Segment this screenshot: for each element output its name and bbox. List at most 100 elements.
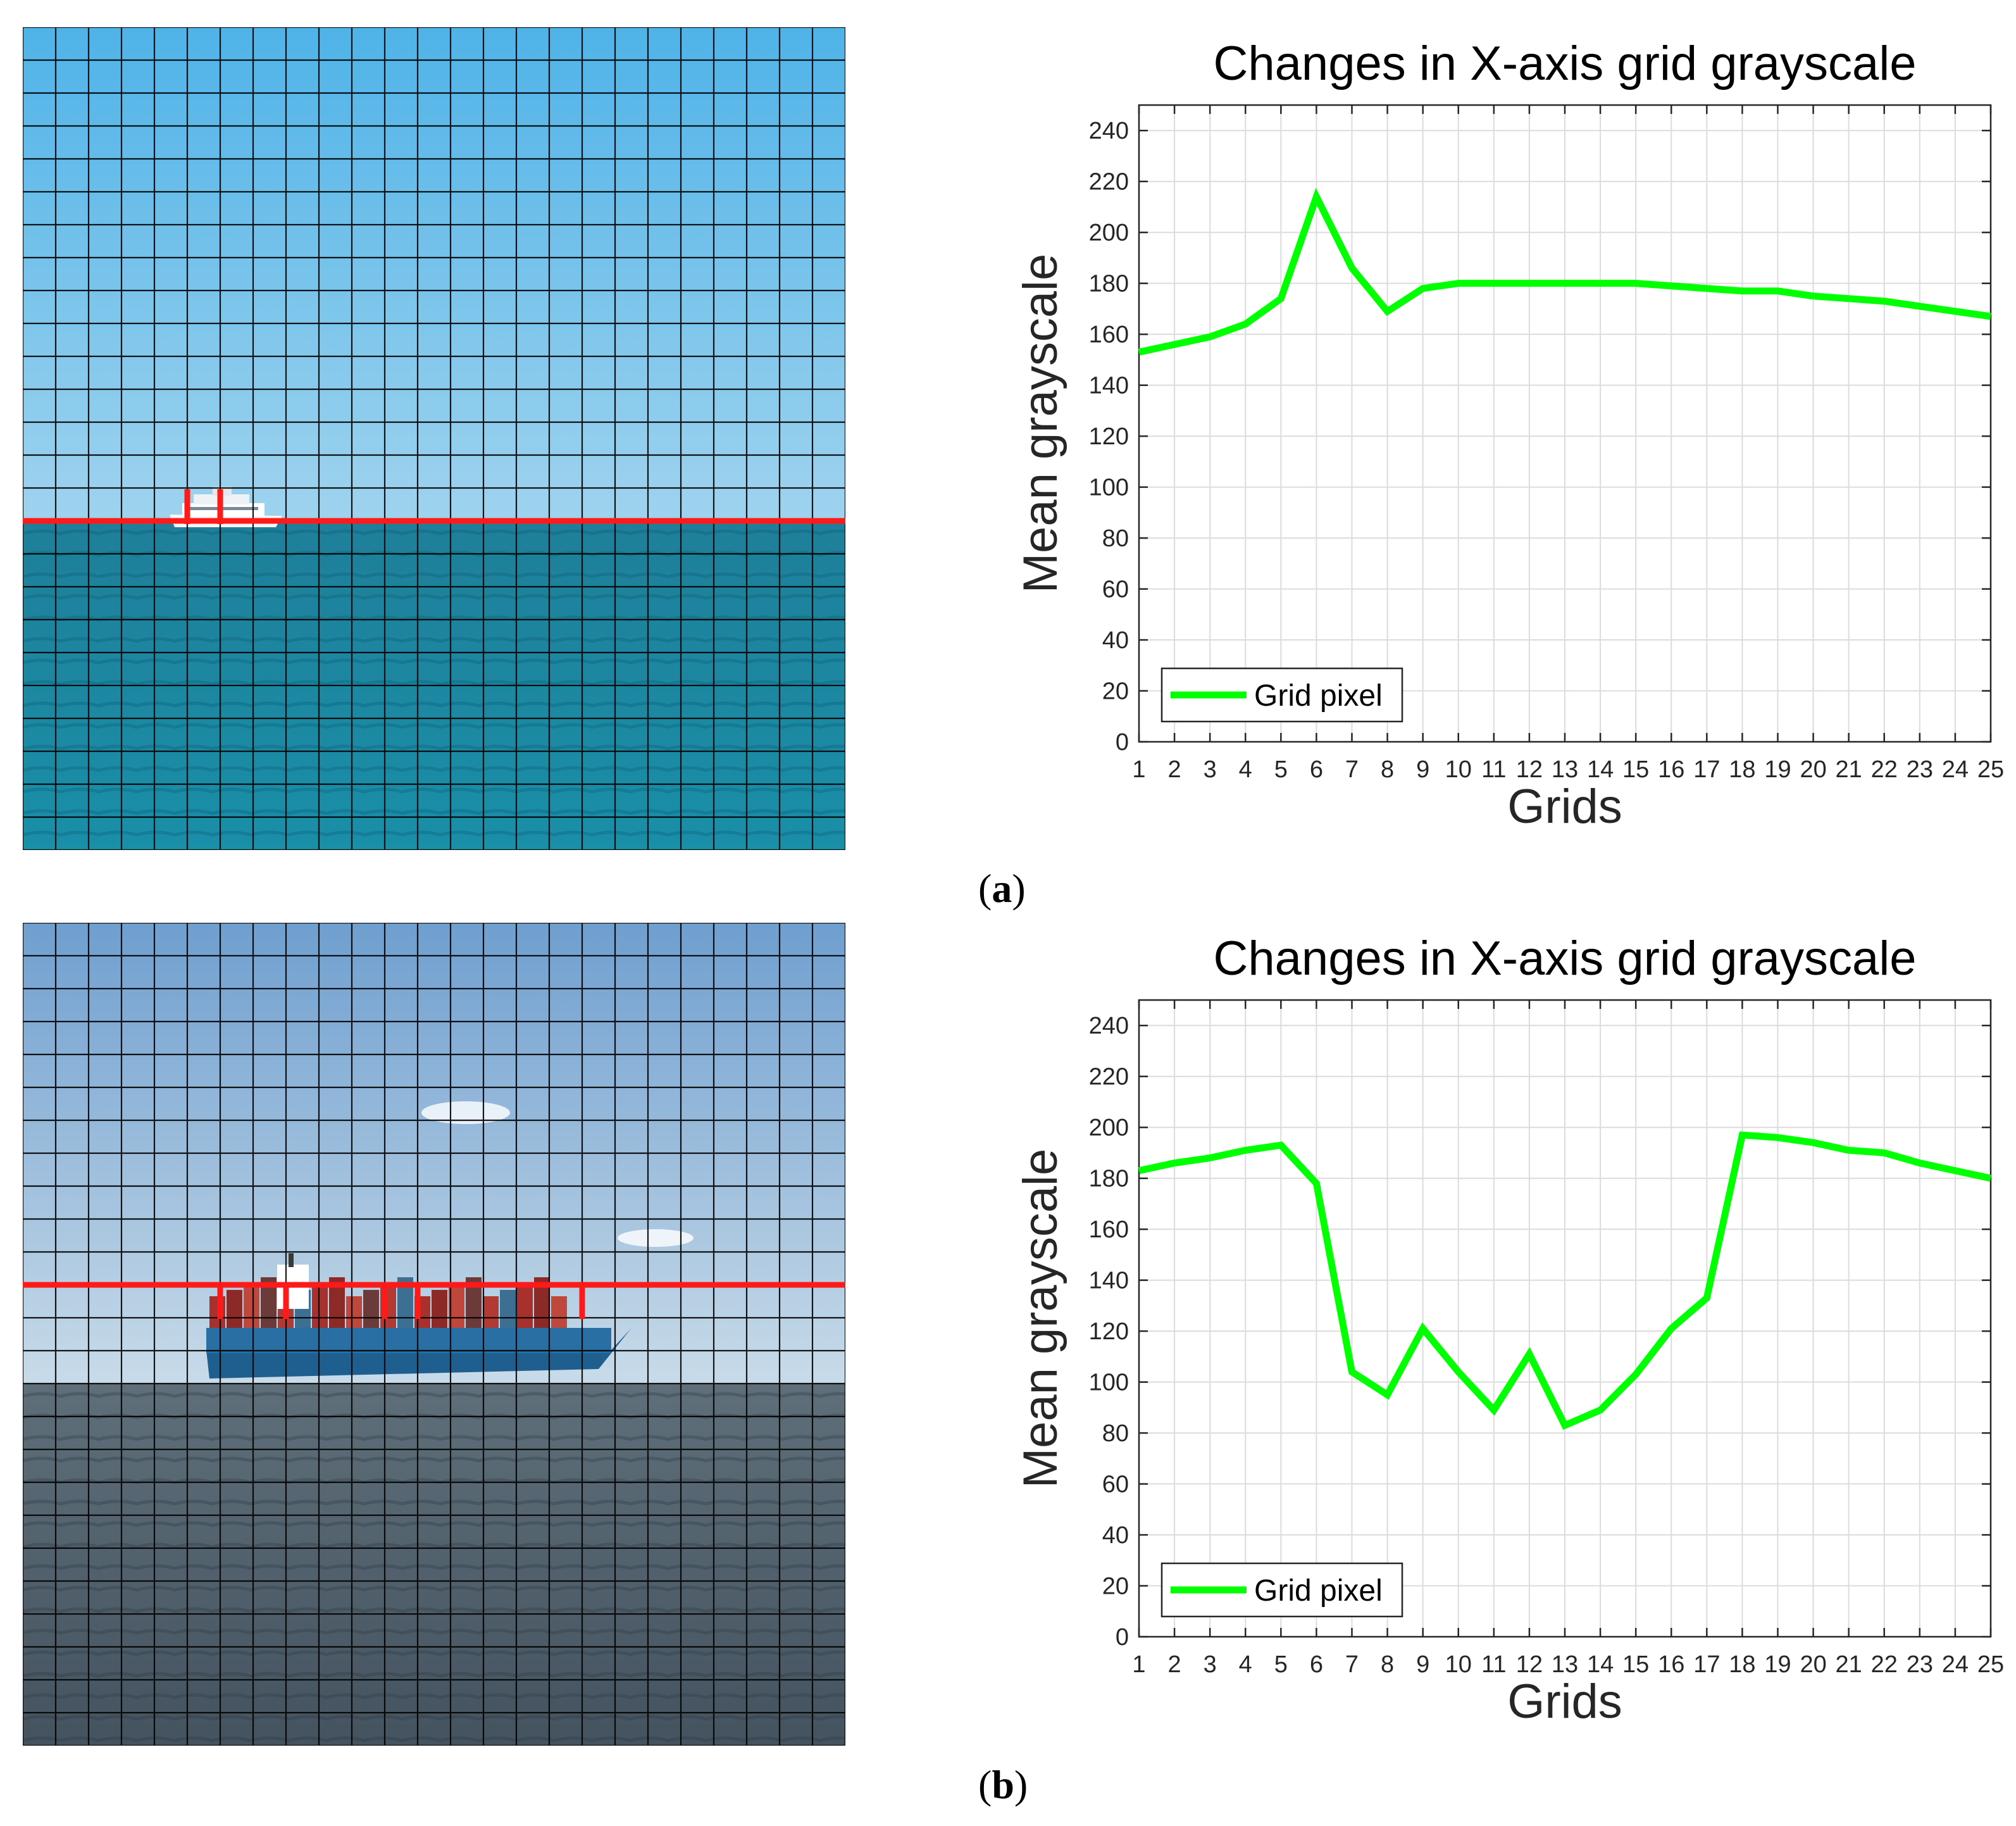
ticks xyxy=(1138,1000,1992,1638)
x-tick-label: 6 xyxy=(1310,1651,1323,1678)
x-tick-label: 2 xyxy=(1168,756,1181,783)
x-tick-label: 5 xyxy=(1274,756,1288,783)
x-tick-label: 11 xyxy=(1481,1651,1506,1678)
x-tick-label: 16 xyxy=(1658,756,1684,783)
chart-title: Changes in X-axis grid grayscale xyxy=(1214,37,1917,91)
y-tick-label: 120 xyxy=(1089,1318,1129,1345)
x-tick-label: 22 xyxy=(1871,756,1898,783)
y-tick-label: 200 xyxy=(1089,220,1129,246)
y-tick-label: 220 xyxy=(1089,169,1129,196)
panel-letter-a: a xyxy=(992,866,1012,911)
x-tick-label: 8 xyxy=(1381,1651,1394,1678)
x-tick-label: 15 xyxy=(1622,756,1649,783)
y-tick-label: 60 xyxy=(1102,1472,1129,1498)
x-tick-label: 10 xyxy=(1445,1651,1472,1678)
y-tick-label: 240 xyxy=(1089,1013,1129,1039)
x-tick-label: 20 xyxy=(1800,1651,1826,1678)
y-tick-label: 120 xyxy=(1089,423,1129,450)
ship-photo-b xyxy=(23,923,845,1746)
x-tick-label: 1 xyxy=(1132,756,1145,783)
x-tick-label: 3 xyxy=(1204,1651,1217,1678)
x-tick-label: 12 xyxy=(1516,1651,1543,1678)
x-tick-label: 18 xyxy=(1729,1651,1755,1678)
x-tick-label: 17 xyxy=(1693,1651,1720,1678)
y-axis-label: Mean grayscale xyxy=(1014,254,1067,594)
y-tick-label: 220 xyxy=(1089,1064,1129,1091)
legend-box xyxy=(1160,1562,1403,1618)
panel-letter-b: b xyxy=(992,1762,1014,1807)
x-tick-label: 6 xyxy=(1310,756,1323,783)
chart-svg-a: 1 2 3 4 5 6 7 8 9 10 11 12 13 14 15 16 17 18 19 20 21 22 23 24 2… xyxy=(1014,37,2004,834)
photo-grid-overlay-a xyxy=(23,27,845,850)
x-tick-label: 7 xyxy=(1345,756,1359,783)
x-tick-label: 7 xyxy=(1345,1651,1359,1678)
panel-label-b: (b) xyxy=(978,1762,1028,1807)
x-tick-label: 12 xyxy=(1516,756,1543,783)
y-tick-label: 180 xyxy=(1089,271,1129,297)
y-tick-label: 0 xyxy=(1116,1624,1129,1651)
x-tick-label: 23 xyxy=(1907,1651,1933,1678)
y-tick-label: 240 xyxy=(1089,118,1129,144)
y-tick-label: 200 xyxy=(1089,1115,1129,1141)
x-tick-label: 8 xyxy=(1381,756,1394,783)
red-marker xyxy=(23,1282,845,1319)
chart-svg-b: 1 2 3 4 5 6 7 8 9 10 11 12 13 14 15 16 17 18 19 20 21 22 23 24 2… xyxy=(1014,932,2004,1729)
x-tick-label: 1 xyxy=(1132,1651,1145,1678)
x-tick-label: 15 xyxy=(1622,1651,1649,1678)
x-tick-label: 4 xyxy=(1239,1651,1252,1678)
x-tick-label: 19 xyxy=(1764,1651,1791,1678)
x-tick-label: 21 xyxy=(1836,1651,1862,1678)
x-tick-label: 2 xyxy=(1168,1651,1181,1678)
legend-label: Grid pixel xyxy=(1254,679,1383,713)
x-tick-label: 22 xyxy=(1871,1651,1898,1678)
y-tick-label: 140 xyxy=(1089,1268,1129,1294)
x-tick-label: 13 xyxy=(1552,756,1578,783)
x-tick-label: 24 xyxy=(1942,1651,1969,1678)
y-tick-label: 0 xyxy=(1116,729,1129,756)
photo-grid xyxy=(23,27,845,850)
wave-texture xyxy=(23,1392,845,1742)
y-tick-label: 60 xyxy=(1102,577,1129,603)
x-tick-label: 14 xyxy=(1587,756,1614,783)
legend: Grid pixel xyxy=(1160,1562,1403,1618)
wave-texture xyxy=(23,529,845,837)
y-tick-label: 140 xyxy=(1089,373,1129,399)
x-tick-label: 5 xyxy=(1274,1651,1288,1678)
x-tick-label: 9 xyxy=(1416,1651,1429,1678)
x-tick-label: 16 xyxy=(1658,1651,1684,1678)
red-marker xyxy=(23,489,845,524)
x-tick-label: 19 xyxy=(1764,756,1791,783)
legend: Grid pixel xyxy=(1160,667,1403,723)
y-tick-label: 80 xyxy=(1102,525,1129,552)
y-tick-label: 100 xyxy=(1089,475,1129,501)
sea xyxy=(23,1384,845,1746)
photo-grid-overlay-b xyxy=(23,923,845,1746)
y-tick-label: 80 xyxy=(1102,1420,1129,1447)
y-tick-label: 20 xyxy=(1102,1573,1129,1600)
x-tick-label: 4 xyxy=(1239,756,1252,783)
y-tick-label: 180 xyxy=(1089,1166,1129,1192)
chart-title: Changes in X-axis grid grayscale xyxy=(1214,932,1917,985)
x-tick-label: 9 xyxy=(1416,756,1429,783)
x-tick-label: 3 xyxy=(1204,756,1217,783)
y-tick-label: 20 xyxy=(1102,678,1129,705)
x-tick-label: 25 xyxy=(1977,756,2004,783)
x-tick-label: 24 xyxy=(1942,756,1969,783)
x-tick-label: 25 xyxy=(1977,1651,2004,1678)
y-axis-label: Mean grayscale xyxy=(1014,1149,1067,1489)
line-chart-a: 1 2 3 4 5 6 7 8 9 10 11 12 13 14 15 16 17 18 19 20 21 22 23 24 2… xyxy=(1000,0,2016,861)
x-tick-label: 17 xyxy=(1693,756,1720,783)
photo-grid xyxy=(23,923,845,1746)
y-tick-label: 40 xyxy=(1102,1522,1129,1549)
y-tick-label: 160 xyxy=(1089,1216,1129,1243)
line-chart-b: 1 2 3 4 5 6 7 8 9 10 11 12 13 14 15 16 17 18 19 20 21 22 23 24 2… xyxy=(1000,895,2016,1756)
y-tick-label: 40 xyxy=(1102,627,1129,654)
y-tick-label: 160 xyxy=(1089,322,1129,348)
legend-label: Grid pixel xyxy=(1254,1574,1383,1608)
x-tick-label: 23 xyxy=(1907,756,1933,783)
x-axis-label: Grids xyxy=(1507,780,1622,834)
x-tick-label: 13 xyxy=(1552,1651,1578,1678)
x-tick-label: 14 xyxy=(1587,1651,1614,1678)
ship-photo-a xyxy=(23,27,845,850)
x-tick-label: 21 xyxy=(1836,756,1862,783)
